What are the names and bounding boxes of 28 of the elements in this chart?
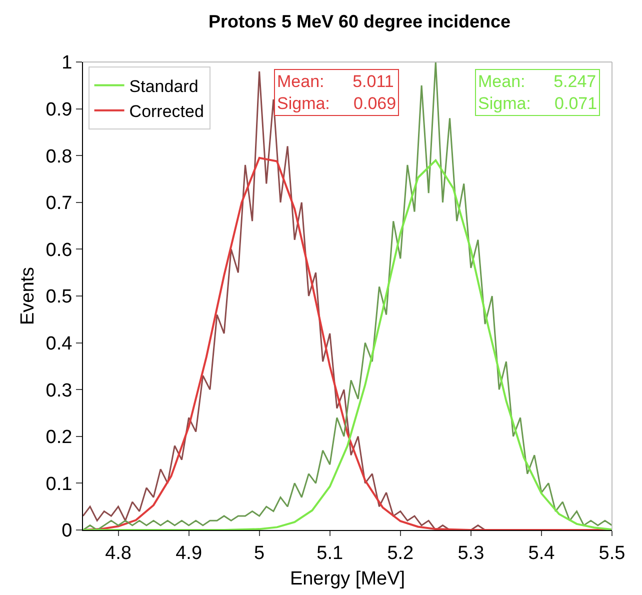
legend-label: Corrected <box>129 102 204 121</box>
y-tick-label: 0.5 <box>46 286 72 308</box>
y-tick-label: 0 <box>62 520 72 542</box>
annotation: Mean: 5.011 <box>277 72 394 91</box>
y-tick-label: 0.8 <box>46 146 72 168</box>
y-tick-label: 0.9 <box>46 99 72 120</box>
y-tick-label: 0.3 <box>46 380 72 402</box>
x-axis-title: Energy [MeV] <box>290 568 406 590</box>
y-axis-title: Events <box>18 266 39 326</box>
x-tick-label: 5.2 <box>387 542 414 564</box>
x-tick-label: 5.3 <box>458 542 484 564</box>
x-tick-label: 4.9 <box>176 542 202 564</box>
y-tick-label: 0.4 <box>46 333 73 354</box>
x-tick-label: 5.5 <box>598 542 626 564</box>
y-tick-label: 1 <box>62 52 72 74</box>
annotation: Sigma: 0.069 <box>277 94 396 114</box>
y-tick-label: 0.7 <box>46 193 72 214</box>
y-tick-label: 0.6 <box>46 240 72 261</box>
x-tick-label: 5.4 <box>528 542 556 564</box>
x-tick-label: 5.1 <box>316 542 344 564</box>
legend-label: Standard <box>129 76 198 96</box>
x-tick-label: 4.8 <box>105 542 132 564</box>
x-tick-label: 5 <box>254 542 265 564</box>
annotation: Sigma: 0.071 <box>478 94 598 114</box>
chart-title: Protons 5 MeV 60 degree incidence <box>208 11 511 32</box>
y-tick-label: 0.1 <box>46 474 72 495</box>
annotation: Mean: 5.247 <box>478 72 596 91</box>
y-tick-label: 0.2 <box>46 427 72 448</box>
